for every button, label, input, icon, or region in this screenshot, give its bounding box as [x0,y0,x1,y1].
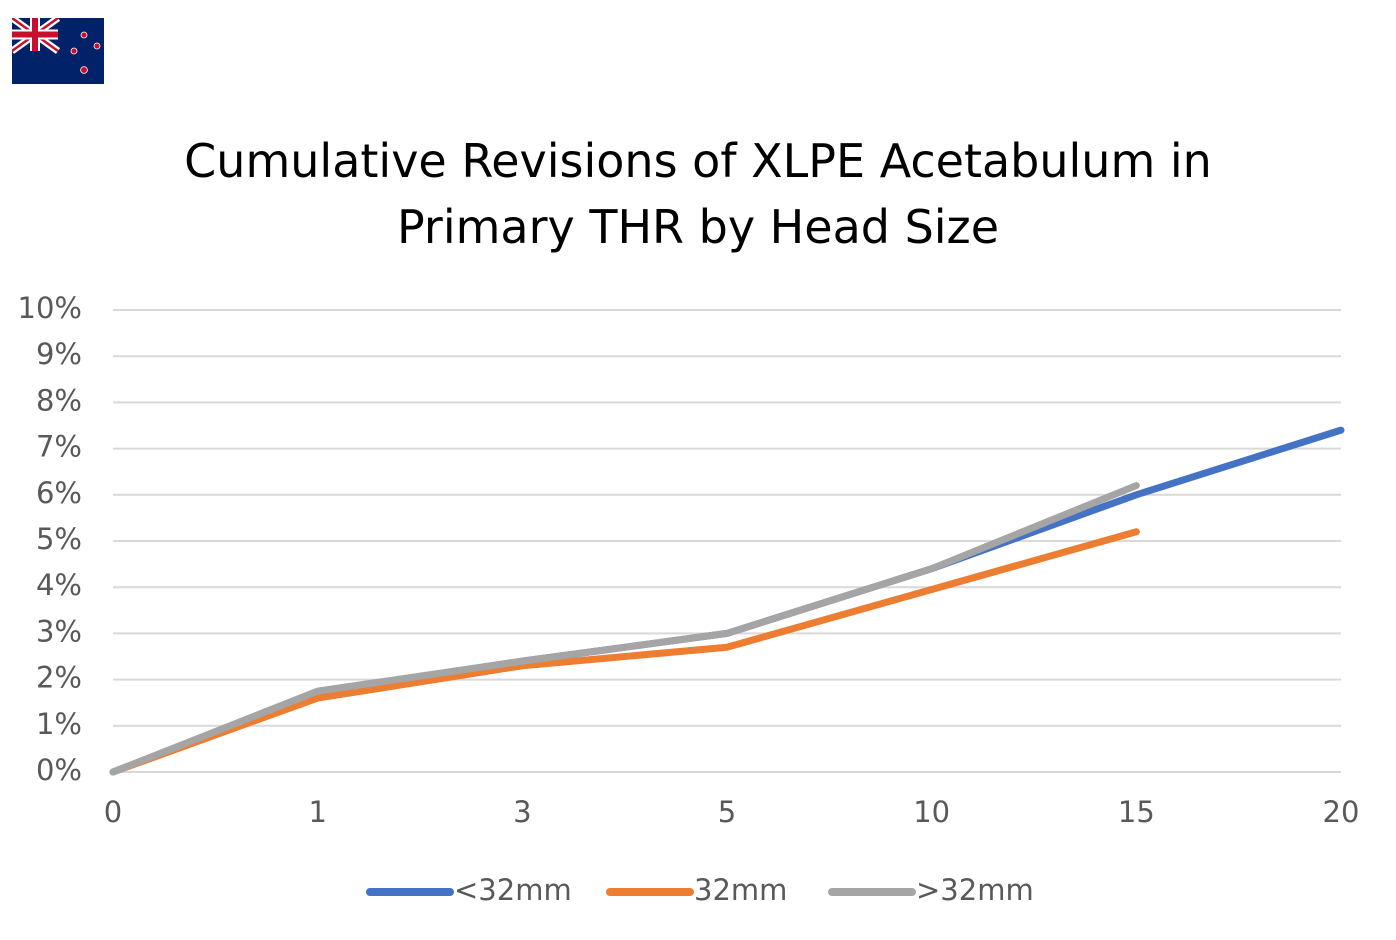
y-tick-label: 1% [36,707,82,741]
y-tick-label: 9% [36,337,82,371]
x-tick-label: 20 [1323,795,1360,829]
y-tick-label: 0% [36,753,82,787]
x-tick-label: 10 [913,795,950,829]
x-tick-label: 0 [104,795,122,829]
x-tick-label: 15 [1118,795,1155,829]
y-tick-label: 3% [36,614,82,648]
y-tick-label: 6% [36,476,82,510]
y-tick-label: 7% [36,430,82,464]
chart-title: Cumulative Revisions of XLPE Acetabulum … [184,134,1212,254]
y-tick-label: 10% [18,291,82,325]
legend-label: >32mm [916,873,1034,907]
series-line [109,482,1140,776]
x-tick-label: 3 [513,795,531,829]
legend-label: 32mm [694,873,787,907]
y-tick-label: 8% [36,383,82,417]
flag-icon [12,18,104,84]
y-tick-label: 4% [36,568,82,602]
x-tick-label: 5 [718,795,736,829]
y-tick-label: 5% [36,522,82,556]
y-tick-label: 2% [36,661,82,695]
series-line [109,426,1345,776]
legend-label: <32mm [454,873,572,907]
series-line [109,528,1140,776]
x-tick-label: 1 [308,795,326,829]
